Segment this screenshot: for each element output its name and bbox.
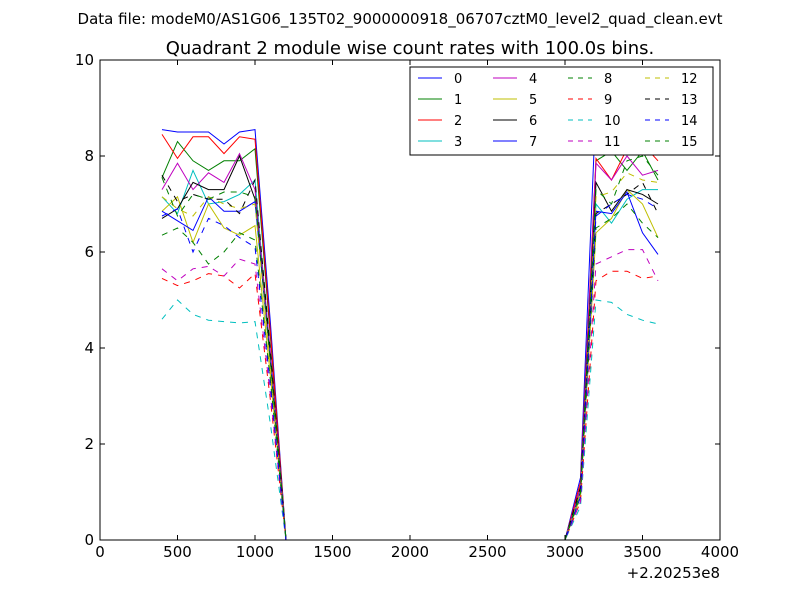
series-line-1 [161, 140, 659, 541]
legend-label-11: 11 [604, 135, 621, 150]
series-line-8 [161, 203, 659, 541]
legend-box [409, 66, 714, 156]
legend-label-6: 6 [529, 114, 537, 129]
y-tick-label: 6 [84, 243, 94, 261]
legend-label-14: 14 [681, 114, 698, 129]
legend-label-9: 9 [604, 93, 612, 108]
series-line-15 [161, 155, 659, 541]
legend-label-13: 13 [681, 93, 698, 108]
series-line-10 [161, 299, 659, 541]
x-tick-label: 500 [163, 543, 192, 561]
series-line-5 [161, 188, 659, 541]
series-line-13 [161, 174, 659, 541]
x-tick-label: 1500 [313, 543, 351, 561]
series-layer [161, 102, 659, 541]
legend-label-5: 5 [529, 93, 537, 108]
legend-label-12: 12 [681, 72, 698, 87]
y-tick-label: 4 [84, 339, 94, 357]
series-line-0 [161, 102, 659, 541]
legend-label-0: 0 [454, 72, 462, 87]
legend-label-4: 4 [529, 72, 537, 87]
x-tick-label: 2000 [391, 543, 429, 561]
figure-suptitle: Data file: modeM0/AS1G06_135T02_90000009… [78, 10, 723, 29]
series-line-14 [161, 193, 659, 541]
x-offset-label: +2.20253e8 [627, 564, 720, 582]
x-tick-label: 2500 [468, 543, 506, 561]
series-line-12 [161, 172, 659, 541]
x-tick-label: 1000 [236, 543, 274, 561]
y-tick-label: 8 [84, 147, 94, 165]
y-tick-label: 10 [75, 51, 94, 69]
legend-label-15: 15 [681, 135, 698, 150]
series-line-3 [161, 169, 658, 541]
legend-label-8: 8 [604, 72, 612, 87]
legend-label-1: 1 [454, 93, 462, 108]
legend-label-2: 2 [454, 114, 462, 129]
x-tick-label: 4000 [701, 543, 739, 561]
y-tick-label: 0 [84, 531, 94, 549]
legend-label-10: 10 [604, 114, 621, 129]
chart-title: Quadrant 2 module wise count rates with … [166, 38, 655, 59]
series-line-6 [161, 154, 659, 541]
x-tick-label: 3500 [623, 543, 661, 561]
x-tick-label: 0 [95, 543, 105, 561]
series-line-11 [161, 249, 659, 541]
x-tick-label: 3000 [546, 543, 584, 561]
legend-label-3: 3 [454, 135, 462, 150]
series-line-2 [161, 134, 659, 541]
legend-label-7: 7 [529, 135, 537, 150]
series-line-7 [161, 190, 659, 541]
y-tick-label: 2 [84, 435, 94, 453]
